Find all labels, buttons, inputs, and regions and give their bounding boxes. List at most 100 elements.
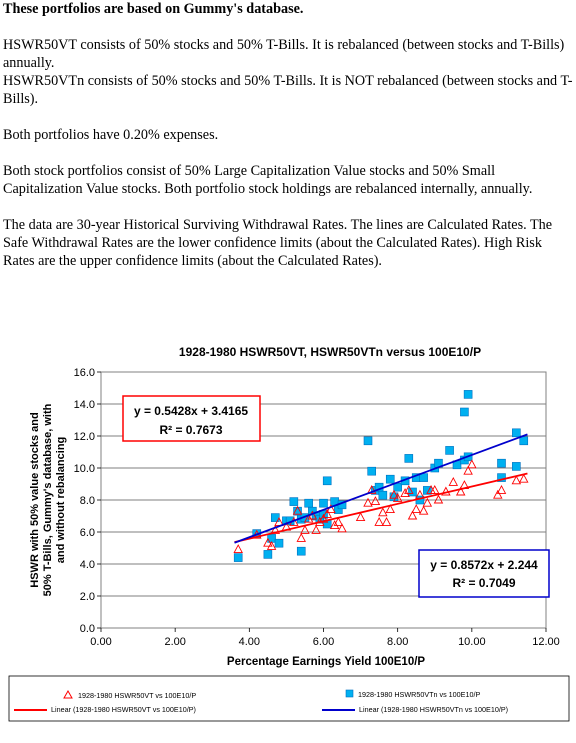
trendline-vt [234,472,528,543]
legend-label-linear-vt: Linear (1928-1980 HSWR50VT vs 100E10/P) [51,705,196,714]
data-point-vt [407,510,418,520]
x-tick-label: 10.00 [458,636,486,648]
data-point-vt [519,473,529,483]
data-point-vtn [497,473,506,482]
legend-triangle-marker [63,689,73,699]
data-point-vt [411,504,421,514]
equation-vtn: y = 0.8572x + 2.244 [430,558,538,572]
r2-vtn: R² = 0.7049 [452,576,515,590]
data-point-vt [496,484,507,494]
data-point-vt [333,516,344,526]
x-axis: 0.00 2.00 4.00 6.00 8.00 10.00 12.00 [90,628,560,648]
trendline-equation-box-vt: y = 0.5428x + 3.4165 R² = 0.7673 [122,395,261,442]
legend-label-vt: 1928-1980 HSWR50VT vs 100E10/P [78,691,196,700]
y-axis: 0.0 2.0 4.0 6.0 8.0 10.0 12.0 14.0 16.0 [74,367,101,635]
data-point-vtn [519,436,529,446]
data-point-vt [296,532,306,542]
data-point-vt [337,523,347,533]
data-point-vt [318,513,329,523]
data-point-vt [392,492,403,502]
y-tick-label: 4.0 [80,559,95,571]
data-point-vt [374,516,384,526]
trendline-vtn [234,433,528,544]
legend-label-linear-vtn: Linear (1928-1980 HSWR50VTn vs 100E10/P) [359,705,508,714]
y-axis-label: HSWR with 50% value stocks and 50% T-Bil… [29,403,67,596]
data-point-vtn [304,498,313,508]
data-point-vt [366,484,377,494]
y-axis-label-line-2: 50% T-Bills, Gummy's database, with [42,403,54,596]
data-point-vt [233,544,243,554]
data-point-vt [385,504,395,514]
y-tick-label: 0.0 [80,623,95,635]
x-axis-label: Percentage Earnings Yield 100E10/P [227,656,425,668]
data-point-vt [378,507,388,517]
data-point-vtn [363,436,373,446]
data-point-vtn [497,458,506,468]
data-point-vtn [367,466,377,476]
data-point-vt [418,505,429,515]
data-point-vtn [263,550,273,559]
data-point-vtn [233,553,243,562]
data-point-vt [422,497,433,507]
data-point-vtn [274,538,284,548]
data-point-vt [448,476,459,486]
data-point-vt [329,520,340,530]
data-point-vtn [322,476,332,486]
data-point-vtn [393,482,402,492]
data-point-vt [322,508,332,518]
data-point-vtn [445,446,454,455]
data-point-vt [433,494,444,504]
y-tick-label: 10.0 [74,463,95,475]
doc-paragraph-3: Both portfolios have 0.20% expenses. [3,127,219,143]
data-point-vt [381,516,392,526]
scatter-chart: 1928-1980 HSWR50VT, HSWR50VTn versus 100… [8,345,570,722]
x-tick-label: 4.00 [239,636,260,648]
data-point-vtn [512,428,521,438]
data-point-vtn [378,490,388,500]
data-point-vtn [385,474,395,484]
data-point-vt [263,537,273,547]
data-point-vt [404,484,414,494]
data-point-vt [455,486,466,496]
data-point-vt [493,489,503,499]
document-text: These portfolios are based on Gummy's da… [3,0,573,288]
data-point-vt [363,497,373,507]
x-tick-label: 6.00 [313,636,334,648]
y-tick-label: 6.0 [80,527,95,539]
data-point-vtn [289,497,299,506]
data-point-vtn [404,454,414,463]
x-tick-label: 8.00 [387,636,408,648]
chart-title: 1928-1980 HSWR50VT, HSWR50VTn versus 100… [179,345,481,359]
r2-vt: R² = 0.7673 [159,423,222,437]
y-tick-label: 16.0 [74,367,95,379]
y-tick-label: 14.0 [74,399,95,411]
doc-heading: These portfolios are based on Gummy's da… [3,1,304,17]
data-point-vtn [460,407,469,417]
data-point-vtn [512,462,521,471]
data-point-vt [355,512,366,522]
data-point-vtn [419,473,428,482]
data-point-vt [303,513,314,523]
y-tick-label: 8.0 [80,495,95,507]
y-axis-label-line-1: HSWR with 50% value stocks and [29,412,41,587]
trendline-equation-box-vtn: y = 0.8572x + 2.244 R² = 0.7049 [418,549,550,598]
data-point-vt [266,540,277,550]
x-tick-label: 2.00 [164,636,185,648]
x-tick-label: 0.00 [90,636,111,648]
data-point-vt [430,484,440,494]
data-point-vt [463,465,473,475]
doc-paragraph-2: HSWR50VTn consists of 50% stocks and 50%… [3,73,573,107]
x-tick-label: 12.00 [532,636,560,648]
y-tick-label: 2.0 [80,591,95,603]
y-tick-label: 12.0 [74,431,95,443]
data-point-vt [326,504,336,514]
data-point-vtn [319,498,328,508]
data-point-vt [370,496,381,506]
data-point-vtn [423,486,432,495]
doc-paragraph-1: HSWR50VT consists of 50% stocks and 50% … [3,37,565,71]
equation-vt: y = 0.5428x + 3.4165 [134,404,248,418]
doc-paragraph-5: The data are 30-year Historical Survivin… [3,217,553,269]
data-point-vt [511,475,522,485]
legend: 1928-1980 HSWR50VT vs 100E10/P 1928-1980… [8,675,570,722]
data-point-vt [389,489,399,499]
